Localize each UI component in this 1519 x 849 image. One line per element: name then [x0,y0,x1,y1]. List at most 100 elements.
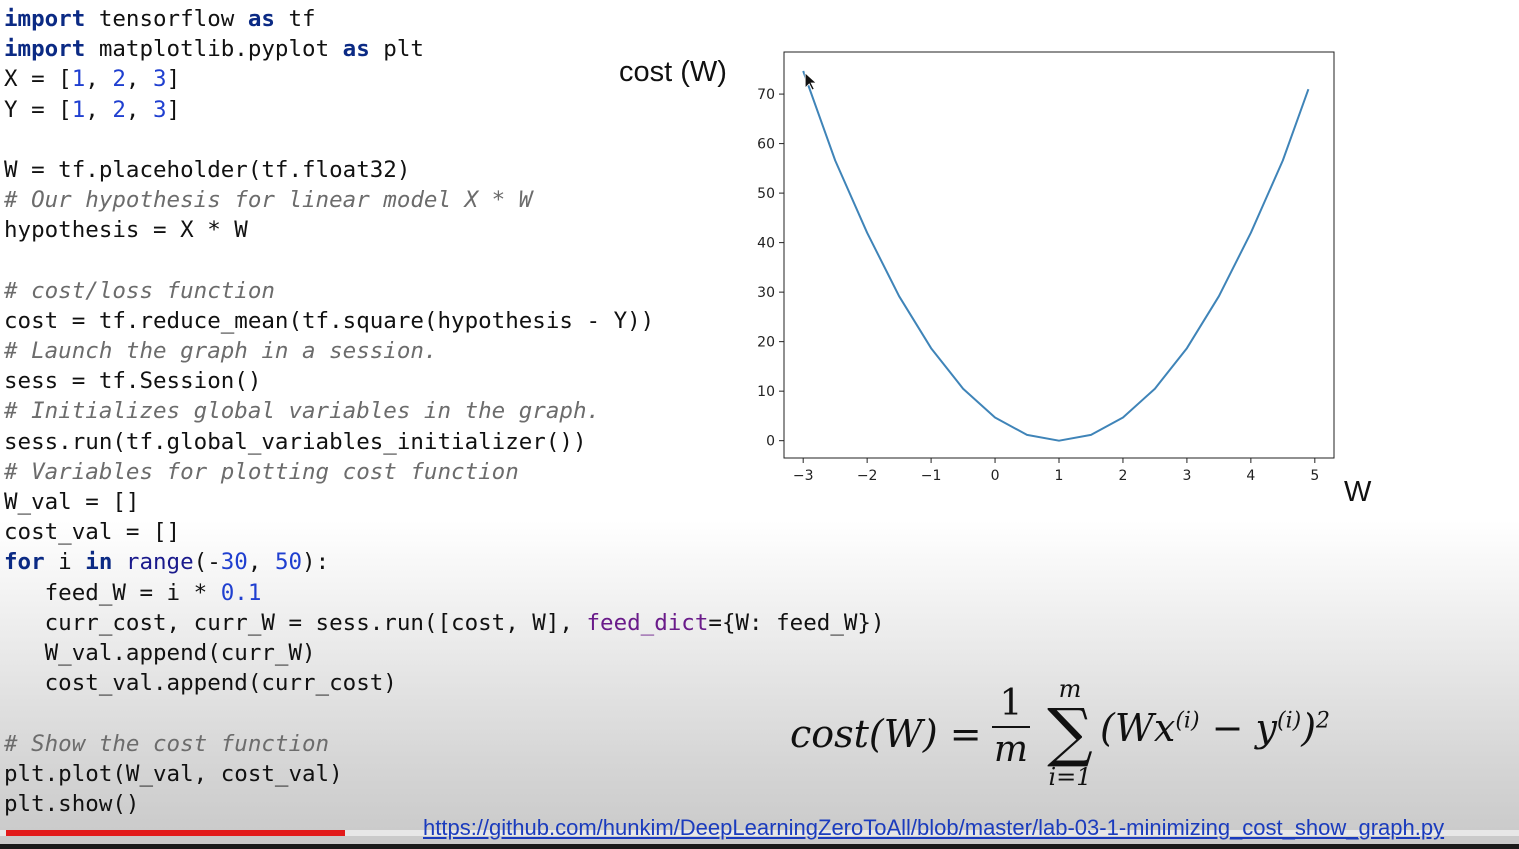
code-token: plt.plot(W_val, cost_val) [4,760,343,787]
y-tick-label: 50 [757,186,775,202]
code-token: ] [166,66,181,93]
formula-exponent: 2 [1316,708,1331,734]
code-token: , [247,549,275,576]
y-tick-label: 40 [757,236,775,252]
code-token: W_val = [] [4,489,140,515]
code-line: # cost/loss function [4,276,885,306]
code-token: cost = tf.reduce_mean(tf.square(hypothes… [4,307,655,334]
code-line: # Show the cost function [4,729,885,759]
code-token: plt.show() [4,790,140,817]
code-line: W_val.append(curr_W) [4,638,885,668]
code-token: W = tf.placeholder(tf.float32) [4,156,411,183]
code-number: 3 [153,96,167,123]
chart-ylabel: cost (W) [619,56,727,88]
code-token: ={W: feed_W}) [708,609,885,636]
code-token: tf [274,6,316,32]
code-line: cost = tf.reduce_mean(tf.square(hypothes… [4,306,885,336]
sum-lower-limit: i=1 [1048,763,1092,791]
code-number: 1 [71,96,86,123]
code-token: sess.run(tf.global_variables_initializer… [4,428,587,455]
code-line: sess.run(tf.global_variables_initializer… [4,427,885,457]
code-comment: # Show the cost function [4,730,330,757]
code-line: cost_val = [] [4,517,885,547]
x-tick-label: −1 [921,468,942,484]
code-line: W = tf.placeholder(tf.float32) [4,155,885,185]
code-token: , [125,96,154,123]
code-token: hypothesis = X * W [4,217,248,244]
code-token: ] [166,96,181,123]
code-line: for i in range(-30, 50): [4,547,885,577]
x-tick-label: −3 [793,468,814,484]
code-token: sess = tf.Session() [4,368,262,395]
code-token: , [85,66,113,93]
formula-denominator: m [993,729,1029,770]
cost-curve-line [802,70,1310,442]
formula-fraction-bar [992,726,1030,728]
formula-fraction: 1 m [988,684,1034,770]
code-token: curr_cost, curr_W = sess.run([cost, W], [4,609,587,636]
code-line: Y = [1, 2, 3] [4,95,885,125]
code-keyword: import [4,36,86,63]
code-line: cost_val.append(curr_cost) [4,668,885,698]
code-token: cost_val.append(curr_cost) [4,670,397,697]
code-token: Y = [ [4,96,72,123]
code-token: range [125,549,194,576]
code-number: 2 [112,66,126,93]
plot-frame [783,51,1335,459]
code-line: plt.show() [4,789,885,819]
code-editor: import tensorflow as tf import matplotlib… [4,4,885,819]
x-tick-label: −2 [857,468,878,484]
code-comment: # Launch the graph in a session. [4,338,438,365]
code-line: plt.plot(W_val, cost_val) [4,759,885,789]
code-line: import matplotlib.pyplot as plt [4,34,885,64]
code-token: , [125,66,154,93]
code-keyword: as [342,36,370,63]
code-number: 3 [153,66,167,93]
formula-term-y: − y [1199,706,1277,750]
formula-term-wx: (Wx [1100,706,1176,750]
code-keyword: import [4,6,86,32]
code-token: X = [ [4,66,72,93]
formula-superscript-i: (i) [1175,708,1200,734]
code-line: feed_W = i * 0.1 [4,578,885,608]
code-token: tensorflow [85,6,248,32]
code-keyword: for [4,549,45,576]
chart-xlabel: W [1344,476,1372,508]
code-line: hypothesis = X * W [4,215,885,245]
code-comment: # cost/loss function [4,277,275,304]
code-token: , [85,96,113,123]
x-tick-label: 5 [1310,468,1319,484]
x-tick-label: 4 [1246,468,1255,484]
code-line: X = [1, 2, 3] [4,64,885,94]
y-tick-label: 10 [757,384,775,400]
x-tick-label: 1 [1055,468,1064,484]
player-bottom-bar [0,844,1519,849]
code-token: plt [369,36,424,63]
source-url-link[interactable]: https://github.com/hunkim/DeepLearningZe… [423,815,1445,840]
x-tick-label: 3 [1182,468,1191,484]
code-line: curr_cost, curr_W = sess.run([cost, W], … [4,608,885,638]
video-progress-track[interactable] [0,830,1519,836]
code-token: i [44,549,86,576]
cost-formula: cost(W) = 1 m m ∑ i=1 (Wx(i) − y(i))2 [790,676,1390,806]
sum-upper-limit: m [1058,675,1082,703]
code-number: 0.1 [220,579,262,606]
x-tick-label: 2 [1118,468,1127,484]
code-number: 30 [220,549,248,576]
code-number: 50 [274,549,303,576]
formula-close-paren: ) [1301,706,1317,750]
code-line: import tensorflow as tf [4,4,885,34]
y-tick-label: 20 [757,335,775,351]
code-line [4,698,885,728]
formula-numerator: 1 [999,683,1023,724]
code-line: # Launch the graph in a session. [4,336,885,366]
formula-body: (Wx(i) − y(i))2 [1100,706,1330,750]
code-line: # Variables for plotting cost function [4,457,885,487]
code-line: W_val = [] [4,487,885,517]
video-progress-fill[interactable] [6,830,345,836]
code-line: # Initializes global variables in the gr… [4,396,885,426]
code-token: matplotlib.pyplot [85,36,343,63]
y-tick-label: 30 [757,285,775,301]
code-number: 1 [71,66,86,93]
